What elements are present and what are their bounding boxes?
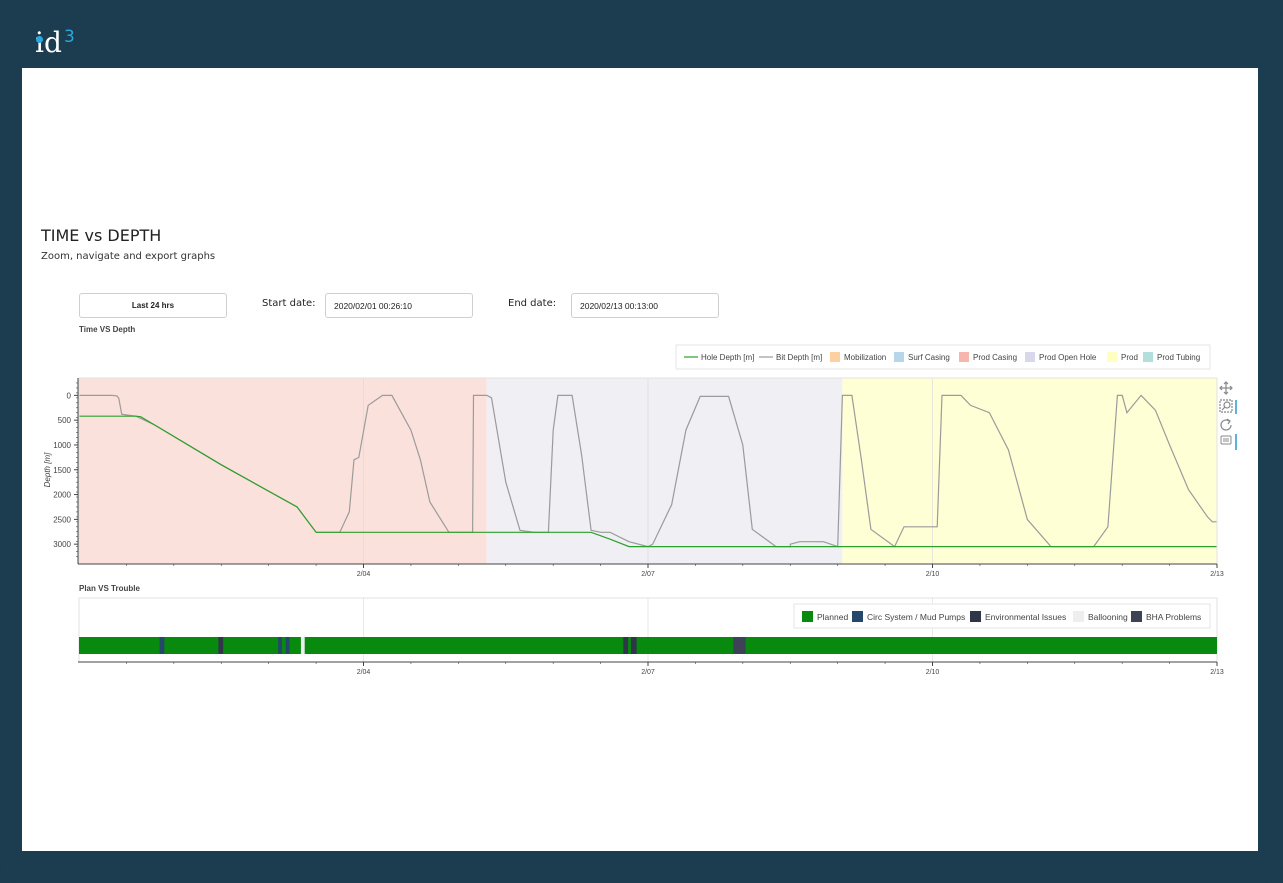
trouble-x-tick-label-2: 2/10: [926, 669, 940, 676]
trouble-bars: [79, 637, 1217, 654]
trouble-bar-7: [630, 637, 637, 654]
toolbar-icons: [1219, 381, 1237, 450]
legend-swatch-3: [894, 352, 904, 362]
trouble-legend-swatch-0: [802, 611, 813, 622]
legend-label-5: Prod Open Hole: [1039, 353, 1097, 362]
id3-logo: id 3: [35, 26, 75, 60]
legend-label-4: Prod Casing: [973, 353, 1017, 362]
end-date-input[interactable]: [571, 293, 719, 318]
series-line-0: [79, 415, 1217, 548]
hover-icon[interactable]: [1220, 435, 1232, 445]
trouble-legend-swatch-2: [970, 611, 981, 622]
y-tick-label-2: 1000: [53, 441, 71, 450]
phase-band-0: [79, 378, 487, 564]
legend-swatch-4: [959, 352, 969, 362]
y-tick-label-0: 0: [67, 391, 72, 400]
end-date-label: End date:: [508, 298, 557, 309]
trouble-x-tick-label-3: 2/13: [1210, 669, 1224, 676]
start-date-input[interactable]: [325, 293, 473, 318]
legend-label-3: Surf Casing: [908, 353, 950, 362]
phase-band-1: [486, 378, 843, 564]
y-tick-label-1: 500: [58, 416, 72, 425]
time-vs-depth-chart[interactable]: Hole Depth [m] Bit Depth [m] Mobilization S…: [22, 338, 1258, 583]
depth-y-axis: 0 500 1000 1500 2000 2500 3000: [53, 382, 78, 557]
legend-label-6: Prod: [1121, 353, 1138, 362]
active-tool-marker-2: [1235, 434, 1237, 450]
time-vs-depth-title: Time VS Depth: [79, 325, 136, 334]
trouble-bar-3: [278, 637, 282, 654]
active-tool-marker: [1235, 400, 1237, 414]
chart-toolbar: [1218, 378, 1238, 462]
trouble-legend-label-4: BHA Problems: [1146, 612, 1201, 622]
legend-label-2: Mobilization: [844, 353, 886, 362]
legend-swatch-2: [830, 352, 840, 362]
legend-swatch-7: [1143, 352, 1153, 362]
trouble-legend-swatch-4: [1131, 611, 1142, 622]
trouble-bar-4: [285, 637, 290, 654]
trouble-x-tick-label-1: 2/07: [641, 669, 655, 676]
trouble-bar-0: [79, 637, 1217, 654]
content-panel: TIME vs DEPTH Zoom, navigate and export …: [22, 68, 1258, 851]
x-tick-label-2: 2/10: [926, 571, 940, 578]
trouble-x-tick-label-0: 2/04: [357, 669, 371, 676]
legend-label-0: Hole Depth [m]: [701, 353, 754, 362]
phase-band-2: [842, 378, 1217, 564]
trouble-x-axis: 2/04 2/07 2/10 2/13: [126, 662, 1224, 676]
page-title: TIME vs DEPTH: [41, 226, 162, 245]
pan-icon[interactable]: [1219, 381, 1233, 395]
logo-dot: [36, 36, 43, 43]
trouble-bar-8: [733, 637, 746, 654]
logo-superscript: 3: [64, 27, 75, 47]
trouble-bar-5: [300, 637, 305, 654]
y-tick-label-4: 2000: [53, 491, 71, 500]
y-tick-label-3: 1500: [53, 466, 71, 475]
legend-label-7: Prod Tubing: [1157, 353, 1200, 362]
plan-vs-trouble-title: Plan VS Trouble: [79, 584, 140, 593]
x-tick-label-0: 2/04: [357, 571, 371, 578]
x-tick-label-3: 2/13: [1210, 571, 1224, 578]
plan-vs-trouble-chart[interactable]: Planned Circ System / Mud Pumps Environmen…: [22, 596, 1258, 686]
legend-swatch-6: [1107, 352, 1117, 362]
y-tick-label-6: 3000: [53, 540, 71, 549]
trouble-bar-2: [218, 637, 224, 654]
depth-x-axis: 2/04 2/07 2/10 2/13: [126, 564, 1224, 578]
page-subtitle: Zoom, navigate and export graphs: [41, 251, 216, 262]
trouble-legend-swatch-1: [852, 611, 863, 622]
y-tick-label-5: 2500: [53, 515, 71, 524]
series-line-1: [79, 394, 1217, 548]
start-date-label: Start date:: [262, 298, 316, 309]
trouble-legend: Planned Circ System / Mud Pumps Environmen…: [802, 611, 1201, 622]
trouble-bar-1: [159, 637, 165, 654]
y-axis-label: Depth [m]: [43, 452, 52, 487]
legend-swatch-5: [1025, 352, 1035, 362]
trouble-legend-label-3: Ballooning: [1088, 612, 1128, 622]
trouble-legend-label-1: Circ System / Mud Pumps: [867, 612, 965, 622]
legend-label-1: Bit Depth [m]: [776, 353, 822, 362]
depth-legend: Hole Depth [m] Bit Depth [m] Mobilization S…: [684, 352, 1200, 362]
box-zoom-icon[interactable]: [1219, 399, 1233, 413]
trouble-legend-swatch-3: [1073, 611, 1084, 622]
phase-bands: [79, 378, 1217, 564]
last-24-hrs-button[interactable]: Last 24 hrs: [79, 293, 227, 318]
trouble-legend-label-0: Planned: [817, 612, 848, 622]
trouble-bar-6: [623, 637, 629, 654]
x-tick-label-1: 2/07: [641, 571, 655, 578]
depth-series: [79, 394, 1217, 548]
reset-icon[interactable]: [1220, 418, 1232, 431]
trouble-legend-label-2: Environmental Issues: [985, 612, 1066, 622]
